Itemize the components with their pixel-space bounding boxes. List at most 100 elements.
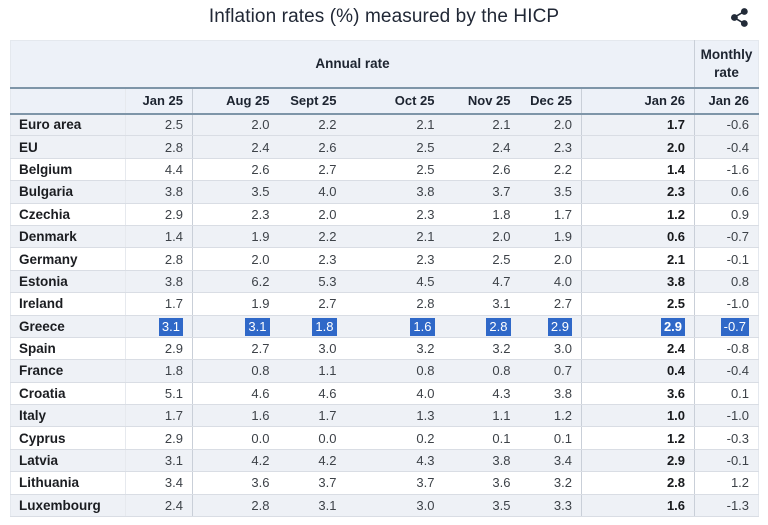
value-cell: 3.2 xyxy=(519,471,582,495)
value-cell: 2.8 xyxy=(125,135,193,159)
value-cell: 4.3 xyxy=(345,449,444,473)
table-row[interactable]: Spain 2.9 2.7 3.0 3.2 3.2 3.0 2.4 -0.8 xyxy=(10,337,759,361)
value-cell: 3.6 xyxy=(443,471,520,495)
monthly-value-cell: -0.4 xyxy=(694,359,759,383)
value-cell: 1.9 xyxy=(192,292,279,316)
monthly-value-cell: -0.4 xyxy=(694,135,759,159)
country-column-header xyxy=(10,86,126,115)
column-header: Jan 26 xyxy=(581,86,696,115)
value-cell: 2.2 xyxy=(519,158,582,182)
value-cell: 2.9 xyxy=(125,203,193,226)
country-cell: France xyxy=(10,359,126,383)
value-cell: 1.1 xyxy=(443,404,520,428)
country-cell: Bulgaria xyxy=(10,180,126,204)
value-cell: 0.4 xyxy=(581,359,696,383)
monthly-value-cell: -0.1 xyxy=(694,247,759,271)
country-cell: Lithuania xyxy=(10,471,126,495)
value-cell: 2.9 xyxy=(125,337,193,361)
country-cell: Cyprus xyxy=(10,426,126,450)
country-cell: Estonia xyxy=(10,270,126,294)
table-row[interactable]: Bulgaria 3.8 3.5 4.0 3.8 3.7 3.5 2.3 0.6 xyxy=(10,180,759,204)
value-cell: 4.0 xyxy=(278,180,346,204)
value-cell: 2.8 xyxy=(443,315,520,338)
table-row[interactable]: Denmark 1.4 1.9 2.2 2.1 2.0 1.9 0.6 -0.7 xyxy=(10,225,759,249)
annual-rate-group-header: Annual rate xyxy=(10,40,696,88)
value-cell: 1.7 xyxy=(125,404,193,428)
value-cell: 0.8 xyxy=(443,359,520,383)
value-cell: 2.5 xyxy=(345,158,444,182)
value-cell: 2.2 xyxy=(278,225,346,249)
value-cell: 2.3 xyxy=(192,203,279,226)
monthly-value-cell: 1.2 xyxy=(694,471,759,495)
value-cell: 1.7 xyxy=(519,203,582,226)
value-cell: 0.7 xyxy=(519,359,582,383)
share-icon[interactable] xyxy=(728,5,752,29)
monthly-value-cell: -1.3 xyxy=(694,494,759,518)
value-cell: 0.8 xyxy=(192,359,279,383)
table-row[interactable]: Belgium 4.4 2.6 2.7 2.5 2.6 2.2 1.4 -1.6 xyxy=(10,158,759,182)
monthly-value-cell: -1.0 xyxy=(694,292,759,316)
table-row[interactable]: France 1.8 0.8 1.1 0.8 0.8 0.7 0.4 -0.4 xyxy=(10,359,759,383)
table-row[interactable]: Cyprus 2.9 0.0 0.0 0.2 0.1 0.1 1.2 -0.3 xyxy=(10,426,759,450)
table-row[interactable]: Lithuania 3.4 3.6 3.7 3.7 3.6 3.2 2.8 1.2 xyxy=(10,471,759,495)
table-row[interactable]: EU 2.8 2.4 2.6 2.5 2.4 2.3 2.0 -0.4 xyxy=(10,135,759,159)
monthly-rate-group-header: Monthly rate xyxy=(694,40,759,88)
selected-value: 1.8 xyxy=(312,317,337,336)
value-cell: 1.6 xyxy=(192,404,279,428)
table-row[interactable]: Germany 2.8 2.0 2.3 2.3 2.5 2.0 2.1 -0.1 xyxy=(10,247,759,271)
selected-value: 2.8 xyxy=(486,317,511,336)
value-cell: 0.2 xyxy=(345,426,444,450)
value-cell: 3.7 xyxy=(278,471,346,495)
value-cell: 4.6 xyxy=(192,382,279,406)
value-cell: 2.0 xyxy=(581,135,696,159)
monthly-value-cell: 0.8 xyxy=(694,270,759,294)
value-cell: 3.5 xyxy=(519,180,582,204)
country-cell: Euro area xyxy=(10,113,126,137)
value-cell: 3.6 xyxy=(581,382,696,406)
value-cell: 1.2 xyxy=(519,404,582,428)
table-row[interactable]: Czechia 2.9 2.3 2.0 2.3 1.8 1.7 1.2 0.9 xyxy=(10,203,759,226)
value-cell: 2.6 xyxy=(278,135,346,159)
value-cell: 2.1 xyxy=(345,113,444,137)
value-cell: 2.1 xyxy=(345,225,444,249)
monthly-value-cell: -0.6 xyxy=(694,113,759,137)
value-cell: 3.1 xyxy=(125,449,193,473)
table-row[interactable]: Greece 3.1 3.1 1.8 1.6 2.8 2.9 2.9 -0.7 xyxy=(10,315,759,338)
monthly-value-cell: -0.1 xyxy=(694,449,759,473)
table-row[interactable]: Italy 1.7 1.6 1.7 1.3 1.1 1.2 1.0 -1.0 xyxy=(10,404,759,428)
table-body: Euro area 2.5 2.0 2.2 2.1 2.1 2.0 1.7 -0.6 EU 2.8 2… xyxy=(10,113,759,518)
value-cell: 2.9 xyxy=(519,315,582,338)
table-row[interactable]: Estonia 3.8 6.2 5.3 4.5 4.7 4.0 3.8 0.8 xyxy=(10,270,759,294)
value-cell: 2.6 xyxy=(443,158,520,182)
value-cell: 1.3 xyxy=(345,404,444,428)
value-cell: 1.8 xyxy=(443,203,520,226)
country-cell: Croatia xyxy=(10,382,126,406)
value-cell: 1.2 xyxy=(581,203,696,226)
country-cell: Belgium xyxy=(10,158,126,182)
table-row[interactable]: Euro area 2.5 2.0 2.2 2.1 2.1 2.0 1.7 -0.6 xyxy=(10,113,759,137)
value-cell: 3.2 xyxy=(443,337,520,361)
value-cell: 3.8 xyxy=(519,382,582,406)
monthly-value-cell: 0.9 xyxy=(694,203,759,226)
value-cell: 3.8 xyxy=(345,180,444,204)
value-cell: 4.0 xyxy=(345,382,444,406)
value-cell: 0.6 xyxy=(581,225,696,249)
value-cell: 1.9 xyxy=(519,225,582,249)
value-cell: 4.7 xyxy=(443,270,520,294)
table-row[interactable]: Luxembourg 2.4 2.8 3.1 3.0 3.5 3.3 1.6 -1.3 xyxy=(10,494,759,518)
value-cell: 2.3 xyxy=(345,247,444,271)
country-cell: Denmark xyxy=(10,225,126,249)
value-cell: 3.1 xyxy=(278,494,346,518)
value-cell: 2.1 xyxy=(443,113,520,137)
table-row[interactable]: Ireland 1.7 1.9 2.7 2.8 3.1 2.7 2.5 -1.0 xyxy=(10,292,759,316)
value-cell: 3.4 xyxy=(125,471,193,495)
value-cell: 6.2 xyxy=(192,270,279,294)
country-cell: Italy xyxy=(10,404,126,428)
country-cell: Ireland xyxy=(10,292,126,316)
value-cell: 0.0 xyxy=(192,426,279,450)
value-cell: 3.1 xyxy=(443,292,520,316)
table-row[interactable]: Croatia 5.1 4.6 4.6 4.0 4.3 3.8 3.6 0.1 xyxy=(10,382,759,406)
value-cell: 2.3 xyxy=(278,247,346,271)
value-cell: 4.5 xyxy=(345,270,444,294)
table-row[interactable]: Latvia 3.1 4.2 4.2 4.3 3.8 3.4 2.9 -0.1 xyxy=(10,449,759,473)
